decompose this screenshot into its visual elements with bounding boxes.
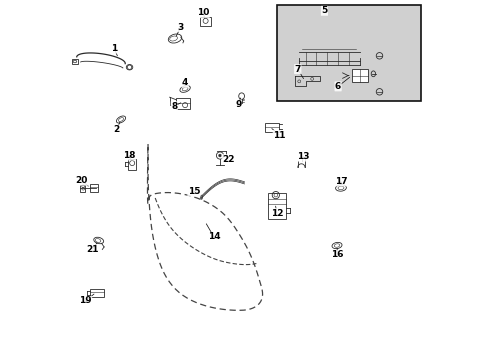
Text: 21: 21 xyxy=(86,245,99,253)
Text: 9: 9 xyxy=(235,100,241,109)
Text: 14: 14 xyxy=(207,233,220,241)
Text: 11: 11 xyxy=(273,130,285,139)
Circle shape xyxy=(200,195,202,197)
Text: 17: 17 xyxy=(334,177,346,186)
Text: 19: 19 xyxy=(79,297,92,305)
Text: 10: 10 xyxy=(197,9,209,18)
Text: 1: 1 xyxy=(111,44,117,53)
Text: 8: 8 xyxy=(171,102,177,111)
Text: 3: 3 xyxy=(177,22,183,31)
Text: 13: 13 xyxy=(296,152,309,161)
Text: 12: 12 xyxy=(270,209,283,217)
Bar xyxy=(127,159,136,170)
Bar xyxy=(90,184,98,192)
Bar xyxy=(80,185,85,192)
Text: 5: 5 xyxy=(321,6,327,15)
Text: 18: 18 xyxy=(123,151,135,160)
Bar xyxy=(267,193,285,219)
Text: 6: 6 xyxy=(334,82,341,91)
Bar xyxy=(200,17,211,26)
Bar xyxy=(72,59,78,64)
Text: 7: 7 xyxy=(294,65,300,74)
Text: 15: 15 xyxy=(187,187,200,196)
Text: 22: 22 xyxy=(222,154,234,163)
Text: 16: 16 xyxy=(330,251,343,259)
Bar xyxy=(176,98,189,109)
Text: 4: 4 xyxy=(182,78,188,87)
Circle shape xyxy=(218,154,221,157)
Circle shape xyxy=(200,197,202,199)
Bar xyxy=(264,123,279,132)
Text: 20: 20 xyxy=(76,176,88,185)
Bar xyxy=(351,69,367,82)
Circle shape xyxy=(200,196,202,198)
Text: 2: 2 xyxy=(113,125,120,134)
Bar xyxy=(276,5,420,101)
Bar xyxy=(90,289,104,297)
